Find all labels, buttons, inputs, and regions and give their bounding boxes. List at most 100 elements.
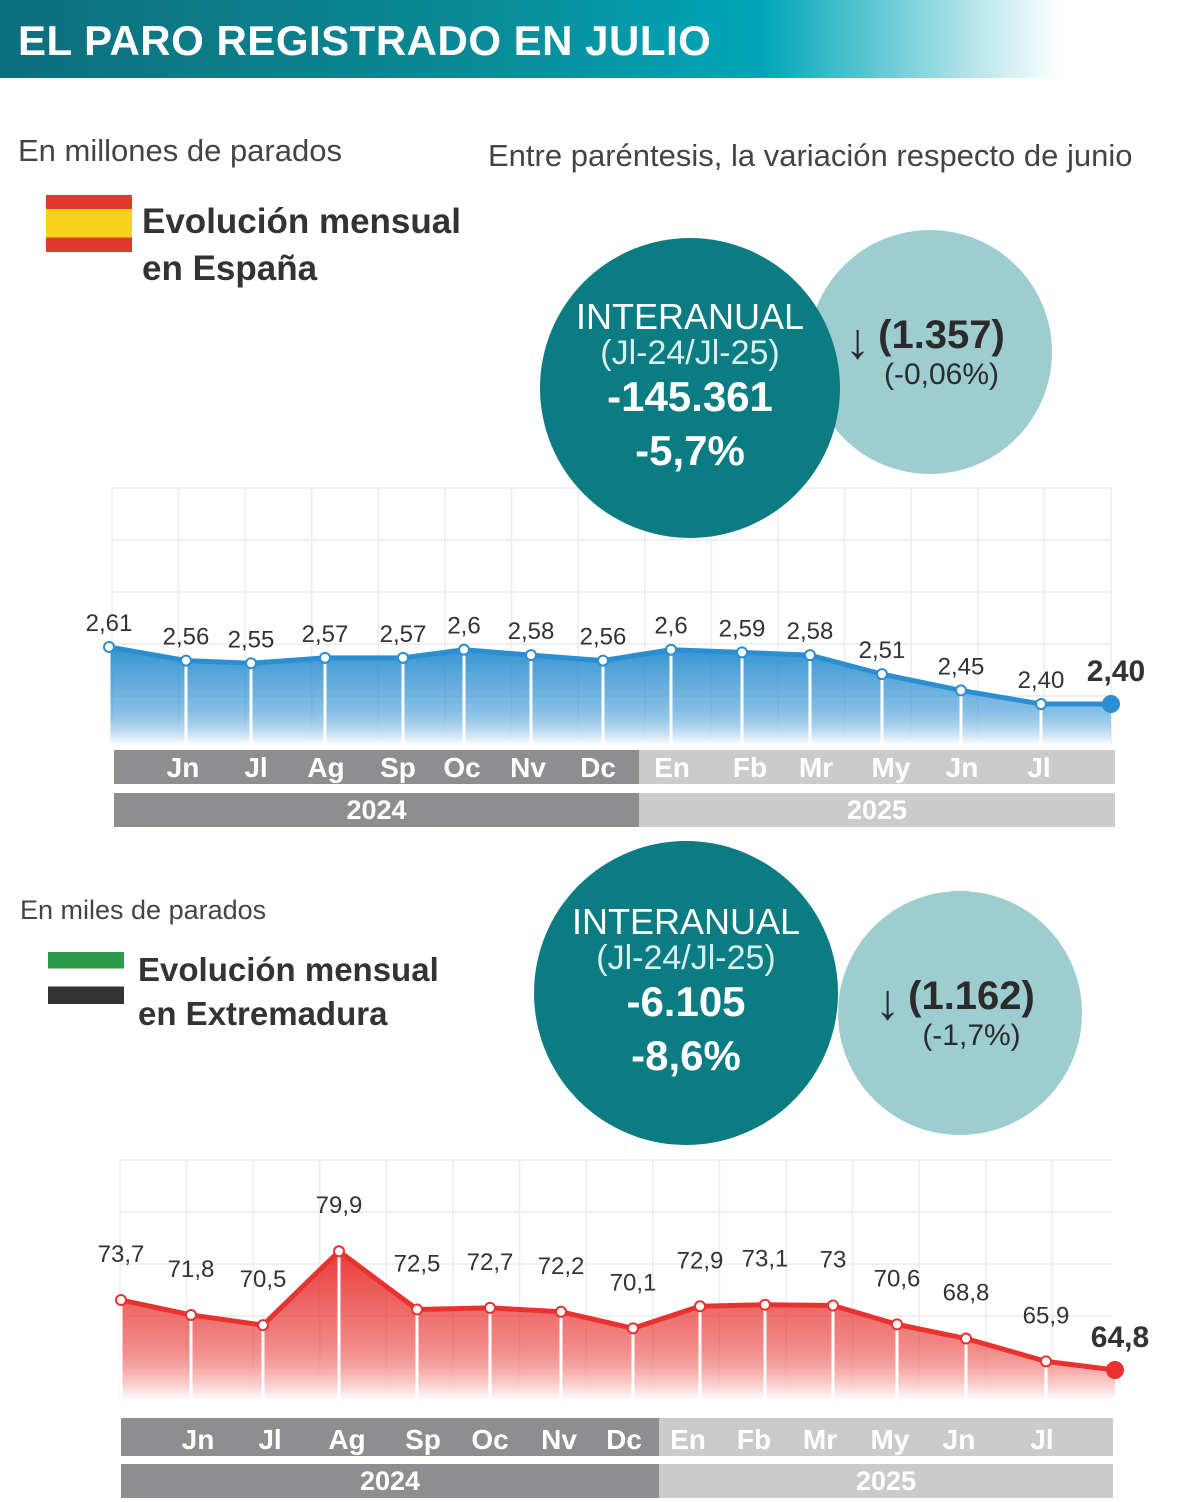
data-point [333, 1245, 345, 1258]
interanual-period: (Jl-24/Jl-25) [596, 939, 776, 977]
data-point [891, 1318, 903, 1331]
data-label: 2,56 [580, 624, 627, 651]
month-label: My [871, 1424, 910, 1455]
last-data-point [1106, 1361, 1124, 1379]
data-label: 70,5 [240, 1266, 287, 1293]
data-point [411, 1303, 423, 1316]
data-label: 64,8 [1091, 1321, 1149, 1354]
month-label: Jl [1027, 752, 1050, 783]
data-label: 2,45 [938, 653, 985, 680]
month-label: Jn [167, 752, 200, 783]
data-label: 2,57 [302, 621, 349, 648]
month-label: Ag [328, 1424, 365, 1455]
data-label: 79,9 [316, 1192, 363, 1219]
data-label: 2,58 [508, 618, 555, 645]
spain-monthly-circle: ↓ (1.357) (-0,06%) [808, 230, 1052, 474]
data-point [955, 684, 967, 697]
month-band-2025 [659, 1418, 1113, 1456]
year-label: 2024 [346, 795, 406, 825]
data-point [759, 1298, 771, 1311]
data-label: 72,5 [394, 1250, 441, 1277]
extremadura-units: En miles de parados [20, 895, 267, 925]
data-point [827, 1299, 839, 1312]
data-point [960, 1332, 972, 1345]
data-point [694, 1300, 706, 1313]
interanual-abs: -6.105 [626, 978, 746, 1025]
data-label: 2,40 [1018, 667, 1065, 694]
data-label: 2,59 [719, 615, 766, 642]
data-point [1035, 698, 1047, 710]
area-fill [109, 647, 1111, 745]
interanual-pct: -8,6% [631, 1032, 741, 1079]
data-point [397, 651, 409, 664]
data-label: 73 [820, 1247, 847, 1274]
interanual-label: INTERANUAL [575, 296, 805, 337]
data-label: 2,51 [859, 637, 906, 664]
spain-interanual-circle: INTERANUAL (Jl-24/Jl-25) -145.361 -5,7% [540, 238, 840, 538]
data-point [180, 654, 192, 667]
interanual-abs: -145.361 [607, 373, 773, 420]
down-arrow-icon: ↓ [845, 313, 871, 369]
data-label: 71,8 [168, 1256, 215, 1283]
data-label: 72,7 [467, 1249, 514, 1276]
month-label: En [670, 1424, 706, 1455]
data-point [627, 1322, 639, 1335]
spain-title-line1: Evolución mensual [142, 202, 461, 241]
month-label: Ag [307, 752, 344, 783]
year-label: 2025 [847, 795, 907, 825]
month-band-2025 [639, 750, 1115, 784]
year-band-2024 [121, 1464, 659, 1498]
interanual-pct: -5,7% [635, 427, 745, 474]
month-label: Fb [733, 752, 767, 783]
month-label: Oc [443, 752, 480, 783]
month-label: Nv [541, 1424, 577, 1455]
data-point [319, 651, 331, 664]
month-label: En [654, 752, 690, 783]
extremadura-title: Evolución mensual en Extremadura [138, 948, 439, 1036]
data-label: 2,57 [380, 621, 427, 648]
month-label: Sp [380, 752, 416, 783]
data-label: 70,1 [610, 1269, 657, 1296]
month-label: Jn [943, 1424, 976, 1455]
year-band-2024 [114, 793, 639, 827]
last-data-point [1102, 695, 1120, 713]
year-label: 2024 [360, 1466, 420, 1496]
spain-title: Evolución mensual en España [142, 198, 461, 292]
extremadura-title-line1: Evolución mensual [138, 951, 439, 988]
month-label: Dc [580, 752, 616, 783]
month-label: Jl [244, 752, 267, 783]
data-point [458, 643, 470, 656]
spain-monthly-pct: (-0,06%) [883, 358, 1000, 391]
data-label: 2,6 [447, 613, 480, 640]
data-point [804, 649, 816, 662]
data-label: 2,55 [228, 626, 275, 653]
data-point [525, 649, 537, 662]
header-bar: EL PARO REGISTRADO EN JULIO [0, 0, 1060, 78]
month-label: Jl [258, 1424, 281, 1455]
data-point [185, 1308, 197, 1321]
month-label: Jn [182, 1424, 215, 1455]
year-band-2025 [639, 793, 1115, 827]
data-point [597, 654, 609, 667]
year-label: 2025 [856, 1466, 916, 1496]
data-label: 72,2 [538, 1253, 585, 1280]
month-label: My [872, 752, 911, 783]
extremadura-monthly-pct: (-1,7%) [922, 1019, 1021, 1052]
month-label: Mr [803, 1424, 837, 1455]
year-band-2025 [659, 1464, 1113, 1498]
data-point [103, 641, 115, 653]
data-label: 2,6 [654, 613, 687, 640]
data-label: 65,9 [1023, 1302, 1070, 1329]
spain-flag-icon [46, 195, 132, 252]
data-point [484, 1301, 496, 1314]
extremadura-monthly-circle: ↓ (1.162) (-1,7%) [838, 891, 1082, 1135]
month-band-2024 [114, 750, 639, 784]
data-point [1040, 1355, 1052, 1368]
spain-units: En millones de parados [18, 133, 342, 168]
data-point [115, 1294, 127, 1306]
page-title: EL PARO REGISTRADO EN JULIO [18, 17, 712, 64]
data-point [257, 1319, 269, 1332]
data-label: 2,40 [1087, 655, 1145, 688]
month-band-2024 [121, 1418, 659, 1456]
